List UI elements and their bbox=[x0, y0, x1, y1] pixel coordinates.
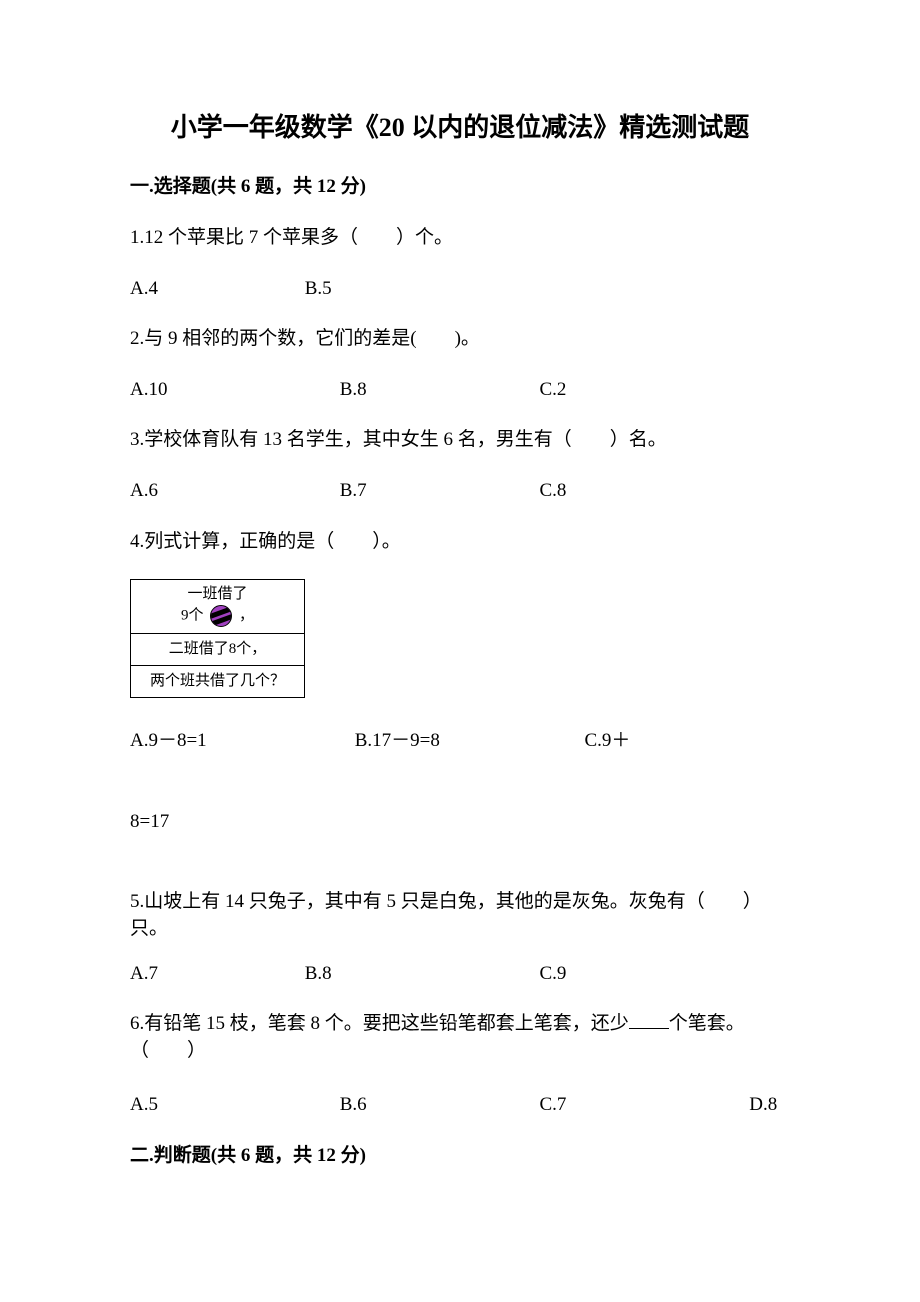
q4-continuation: 8=17 bbox=[130, 809, 790, 836]
question-2-options: A.10 B.8 C.2 bbox=[130, 377, 790, 404]
question-2: 2.与 9 相邻的两个数，它们的差是( )。 bbox=[130, 326, 790, 353]
question-3: 3.学校体育队有 13 名学生，其中女生 6 名，男生有（ ）名。 bbox=[130, 427, 790, 454]
q4-option-c: C.9＋ bbox=[585, 728, 631, 755]
section-1-header: 一.选择题(共 6 题，共 12 分) bbox=[130, 174, 790, 201]
q4-option-a: A.9－8=1 bbox=[130, 728, 350, 755]
page-title: 小学一年级数学《20 以内的退位减法》精选测试题 bbox=[130, 110, 790, 146]
q1-option-a: A.4 bbox=[130, 276, 300, 303]
q1-option-b: B.5 bbox=[305, 276, 332, 303]
ball-icon bbox=[210, 605, 232, 627]
q3-option-b: B.7 bbox=[340, 478, 535, 505]
blank-line bbox=[629, 1028, 669, 1029]
q3-option-a: A.6 bbox=[130, 478, 335, 505]
q6-option-d: D.8 bbox=[749, 1092, 777, 1119]
q4-option-b: B.17－9=8 bbox=[355, 728, 580, 755]
q5-option-c: C.9 bbox=[540, 961, 567, 988]
q4-table-row3: 两个班共借了几个？ bbox=[131, 666, 304, 697]
question-4: 4.列式计算，正确的是（ ）。 bbox=[130, 529, 790, 556]
q4-table-row1-line1: 一班借了 bbox=[187, 584, 247, 605]
question-6: 6.有铅笔 15 枝，笔套 8 个。要把这些铅笔都套上笔套，还少个笔套。（ ） bbox=[130, 1011, 790, 1064]
q4-table-row2: 二班借了8个， bbox=[131, 634, 304, 666]
question-5: 5.山坡上有 14 只兔子，其中有 5 只是白兔，其他的是灰兔。灰兔有（ ）只。 bbox=[130, 889, 790, 942]
q6-option-c: C.7 bbox=[540, 1092, 745, 1119]
q5-option-a: A.7 bbox=[130, 961, 300, 988]
question-4-options: A.9－8=1 B.17－9=8 C.9＋ bbox=[130, 728, 790, 755]
question-5-options: A.7 B.8 C.9 bbox=[130, 961, 790, 988]
q2-option-a: A.10 bbox=[130, 377, 335, 404]
q2-option-b: B.8 bbox=[340, 377, 535, 404]
question-6-options: A.5 B.6 C.7 D.8 bbox=[130, 1092, 790, 1119]
q5-option-b: B.8 bbox=[305, 961, 535, 988]
q6-option-a: A.5 bbox=[130, 1092, 335, 1119]
q3-option-c: C.8 bbox=[540, 478, 567, 505]
q6-option-b: B.6 bbox=[340, 1092, 535, 1119]
section-2-header: 二.判断题(共 6 题，共 12 分) bbox=[130, 1143, 790, 1170]
q4-table-row1-count: 9个 bbox=[181, 608, 204, 624]
q2-option-c: C.2 bbox=[540, 377, 567, 404]
question-1-options: A.4 B.5 bbox=[130, 276, 790, 303]
question-3-options: A.6 B.7 C.8 bbox=[130, 478, 790, 505]
q6-prefix: 6.有铅笔 15 枝，笔套 8 个。要把这些铅笔都套上笔套，还少 bbox=[130, 1013, 629, 1034]
q4-table-row1-comma: ， bbox=[239, 608, 254, 624]
q4-table: 一班借了 9个 ， 二班借了8个， 两个班共借了几个？ bbox=[130, 579, 305, 698]
question-1: 1.12 个苹果比 7 个苹果多（ ）个。 bbox=[130, 225, 790, 252]
